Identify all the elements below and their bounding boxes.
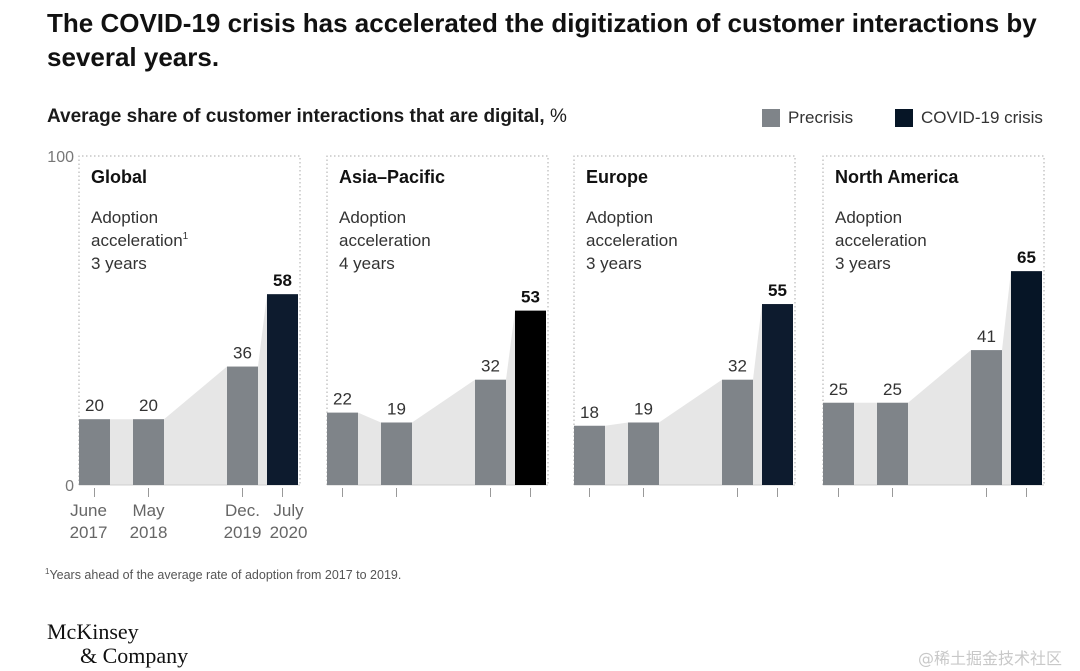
bar-europe-2: [628, 422, 659, 485]
panel-note-line1-europe: Adoption: [586, 208, 653, 227]
legend-swatch-covid: [895, 109, 913, 127]
legend-item-covid: COVID-19 crisis: [895, 108, 1043, 128]
logo-line1: McKinsey: [47, 619, 139, 644]
panel-area-asia-pacific: [327, 310, 546, 485]
data-label-global-4: 58: [273, 271, 292, 290]
bar-global-2: [133, 419, 164, 485]
bar-europe-3: [722, 379, 753, 485]
panel-note-line2-north-america: acceleration: [835, 231, 927, 250]
data-label-europe-4: 55: [768, 281, 787, 300]
bar-europe-4: [762, 304, 793, 485]
x-label-1-line2: 2017: [70, 523, 108, 542]
bar-europe-1: [574, 425, 605, 485]
mckinsey-logo: McKinsey & Company: [47, 620, 188, 668]
bar-north-america-3: [971, 350, 1002, 485]
panel-frame-europe: [573, 155, 796, 485]
x-label-2-line2: 2018: [130, 523, 168, 542]
data-label-europe-1: 18: [580, 403, 599, 422]
x-label-3-line1: Dec.: [225, 501, 260, 520]
watermark: @稀土掘金技术社区: [918, 649, 1063, 668]
panel-note-line3-global: 3 years: [91, 254, 147, 273]
data-label-europe-3: 32: [728, 357, 747, 376]
bar-global-1: [79, 419, 110, 485]
data-label-europe-2: 19: [634, 399, 653, 418]
chart-subtitle: Average share of customer interactions t…: [47, 106, 567, 128]
chart-title: The COVID-19 crisis has accelerated the …: [47, 8, 1037, 72]
panel-note-line1-asia-pacific: Adoption: [339, 208, 406, 227]
legend-label-covid: COVID-19 crisis: [921, 108, 1043, 127]
footnote-marker: 1: [45, 567, 50, 576]
logo-line2: & Company: [80, 643, 189, 668]
panel-frame-asia-pacific: [326, 155, 549, 485]
data-label-north-america-1: 25: [829, 380, 848, 399]
bar-asia-pacific-1: [327, 412, 358, 485]
panel-note-line3-north-america: 3 years: [835, 254, 891, 273]
x-label-4-line2: 2020: [270, 523, 308, 542]
panel-area-global: [79, 294, 298, 485]
bar-asia-pacific-2: [381, 422, 412, 485]
y-tick-label-min: 0: [65, 478, 74, 495]
y-tick-label-max: 100: [47, 149, 74, 166]
data-label-global-2: 20: [139, 396, 158, 415]
footnote-text: Years ahead of the average rate of adopt…: [49, 568, 402, 583]
panel-note-line2-global: acceleration1: [91, 231, 189, 250]
x-label-1-line1: June: [70, 501, 107, 520]
data-label-north-america-3: 41: [977, 327, 996, 346]
panel-note-line2-europe: acceleration: [586, 231, 678, 250]
footnote-ref-global: 1: [183, 231, 189, 242]
footnote: 1Years ahead of the average rate of adop…: [45, 567, 401, 582]
x-label-4-line1: July: [273, 501, 304, 520]
panel-title-asia-pacific: Asia–Pacific: [339, 167, 445, 187]
bar-north-america-1: [823, 402, 854, 485]
subtitle-text: Average share of customer interactions t…: [47, 106, 545, 127]
panel-note-line1-north-america: Adoption: [835, 208, 902, 227]
bar-global-3: [227, 366, 258, 485]
panel-note-line2-asia-pacific: acceleration: [339, 231, 431, 250]
data-label-asia-pacific-4: 53: [521, 288, 540, 307]
bar-north-america-4: [1011, 271, 1042, 485]
x-label-3-line2: 2019: [224, 523, 262, 542]
subtitle-unit: %: [549, 106, 567, 127]
data-label-asia-pacific-3: 32: [481, 357, 500, 376]
x-label-2-line1: May: [132, 501, 165, 520]
legend-label-precrisis: Precrisis: [788, 108, 854, 127]
panel-frame-north-america: [822, 155, 1045, 485]
panel-title-north-america: North America: [835, 167, 959, 187]
data-label-asia-pacific-2: 19: [387, 399, 406, 418]
legend-item-precrisis: Precrisis: [762, 108, 853, 128]
data-label-global-3: 36: [233, 344, 252, 363]
panel-title-global: Global: [91, 167, 147, 187]
panel-area-north-america: [823, 271, 1042, 485]
legend-swatch-precrisis: [762, 109, 780, 127]
data-label-global-1: 20: [85, 396, 104, 415]
bar-asia-pacific-3: [475, 379, 506, 485]
bar-global-4: [267, 294, 298, 485]
panel-note-line1-global: Adoption: [91, 208, 158, 227]
bar-north-america-2: [877, 402, 908, 485]
panel-note-line3-asia-pacific: 4 years: [339, 254, 395, 273]
data-label-asia-pacific-1: 22: [333, 390, 352, 409]
bar-asia-pacific-4: [515, 310, 546, 485]
data-label-north-america-2: 25: [883, 380, 902, 399]
panel-title-europe: Europe: [586, 167, 648, 187]
panel-area-europe: [574, 304, 793, 485]
panel-frame-global: [78, 155, 301, 485]
panel-note-line3-europe: 3 years: [586, 254, 642, 273]
data-label-north-america-4: 65: [1017, 248, 1036, 267]
